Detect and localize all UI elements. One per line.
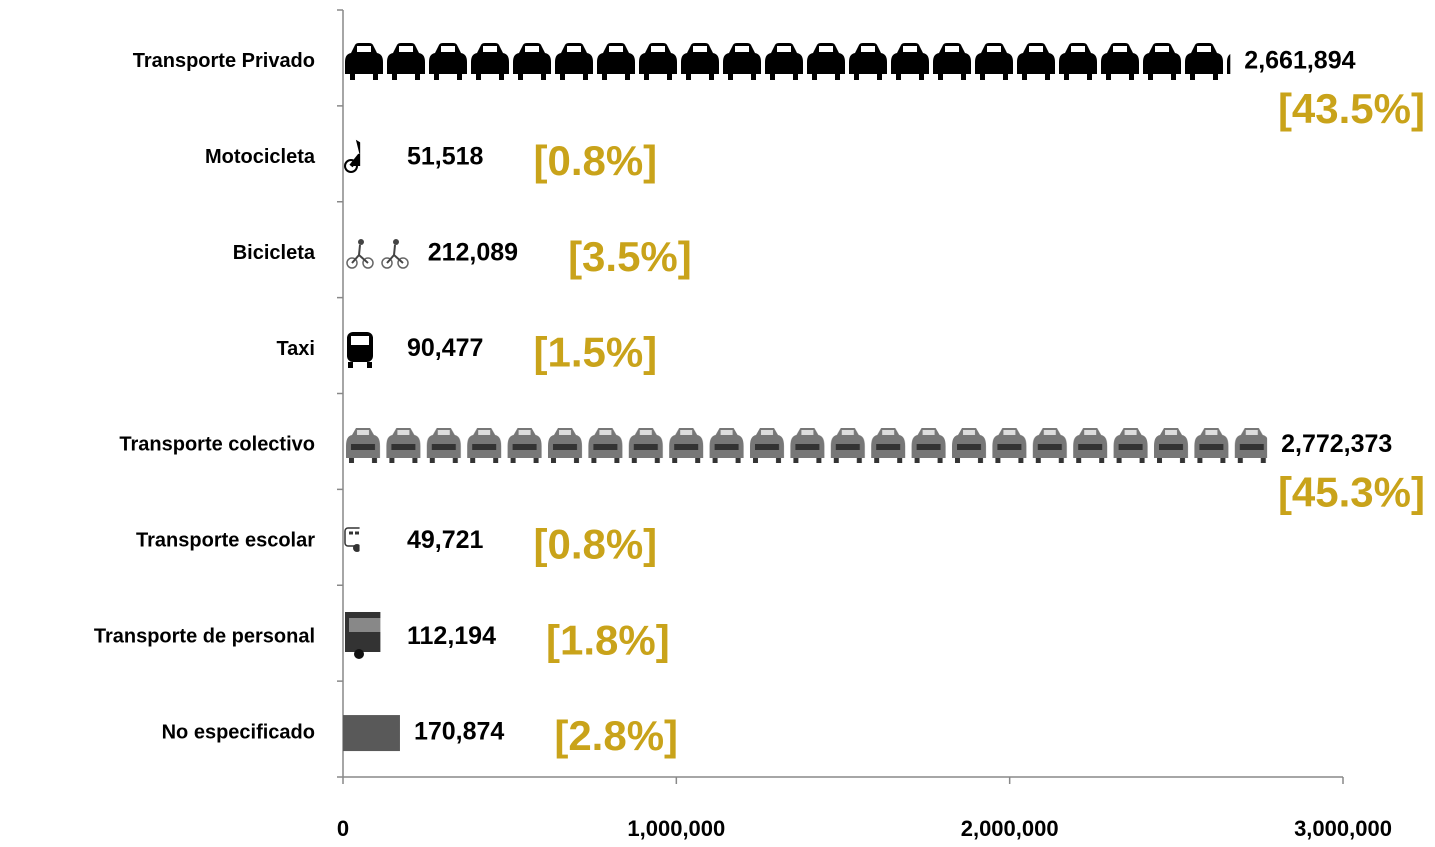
value-label: 2,772,373 [1281,430,1392,458]
value-label: 90,477 [407,334,483,362]
bar [343,423,1267,467]
bar [343,715,400,751]
bar [343,523,360,559]
value-label: 51,518 [407,142,484,170]
share-label: [1.5%] [533,329,657,376]
x-tick-label: 2,000,000 [961,816,1059,841]
value-label: 112,194 [407,622,496,650]
bar [343,234,414,274]
category-label: Transporte colectivo [119,434,315,456]
share-label: [0.8%] [533,137,657,184]
category-label: Motocicleta [205,146,316,168]
value-label: 2,661,894 [1244,47,1355,75]
bar [343,40,1230,84]
category-label: Taxi [276,338,315,360]
bar [343,607,380,667]
category-label: Transporte escolar [136,530,315,552]
category-label: No especificado [162,721,315,743]
share-label: [3.5%] [568,233,692,280]
x-tick-label: 0 [337,816,349,841]
category-label: Bicicleta [233,242,316,264]
share-label: [2.8%] [554,712,678,759]
share-label: [1.8%] [546,616,670,663]
value-label: 170,874 [414,718,504,746]
share-label: [45.3%] [1278,469,1425,516]
share-label: [43.5%] [1278,85,1425,132]
bar [343,328,373,372]
category-label: Transporte Privado [133,50,315,72]
value-label: 49,721 [407,526,484,554]
bar [343,138,360,178]
value-label: 212,089 [428,238,518,266]
category-label: Transporte de personal [94,625,315,647]
chart: 0 1,000,000 2,000,000 3,000,000 Transporte P… [0,0,1435,847]
x-tick-label: 1,000,000 [627,816,725,841]
share-label: [0.8%] [533,520,657,567]
x-tick-label: 3,000,000 [1294,816,1392,841]
